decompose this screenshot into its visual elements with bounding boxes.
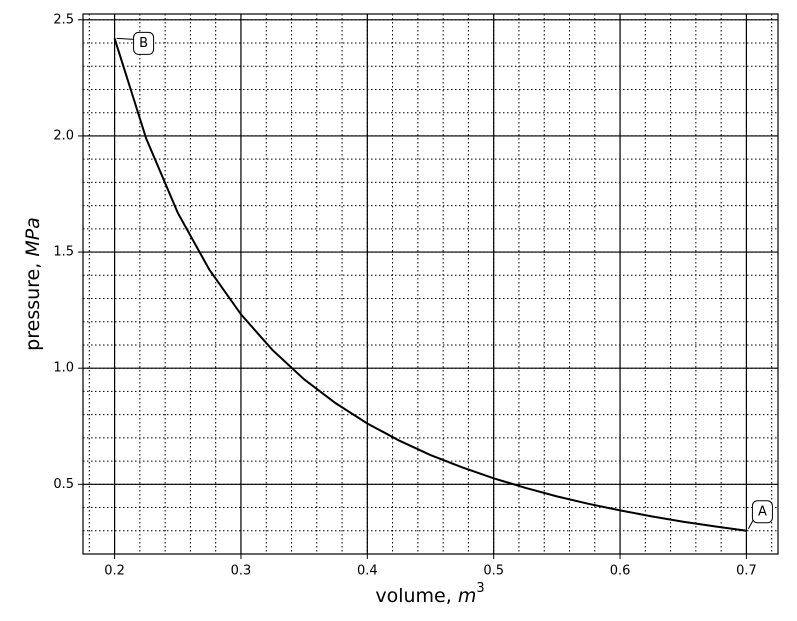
y-axis-label: pressure, MPa (22, 217, 44, 351)
y-tick-label: 0.5 (53, 477, 74, 492)
y-tick-label: 1.0 (53, 361, 74, 376)
annotation-label: A (758, 504, 767, 519)
annotation-arrow (116, 37, 135, 40)
plot-frame (82, 13, 779, 555)
x-tick-label: 0.5 (483, 564, 504, 579)
x-tick-label: 0.2 (104, 564, 125, 579)
annotation-box (751, 500, 773, 524)
x-label-text: volume, (375, 585, 457, 607)
x-label-sup: 3 (476, 581, 484, 596)
y-tick-label: 2.5 (53, 12, 74, 27)
annotation-box (133, 31, 155, 55)
data-line (113, 38, 747, 532)
x-label-math: m (458, 585, 477, 607)
y-label-math: MPa (22, 217, 44, 257)
x-tick-label: 0.3 (231, 564, 252, 579)
x-axis-label: volume, m3 (375, 581, 484, 607)
x-tick-label: 0.6 (610, 564, 631, 579)
annotation-label: B (139, 36, 148, 51)
y-tick-label: 2.0 (53, 128, 74, 143)
x-tick-label: 0.4 (357, 564, 378, 579)
x-tick-label: 0.7 (736, 564, 757, 579)
y-tick-label: 1.5 (53, 245, 74, 260)
y-label-text: pressure, (22, 257, 44, 351)
annotation-arrow (747, 519, 754, 530)
